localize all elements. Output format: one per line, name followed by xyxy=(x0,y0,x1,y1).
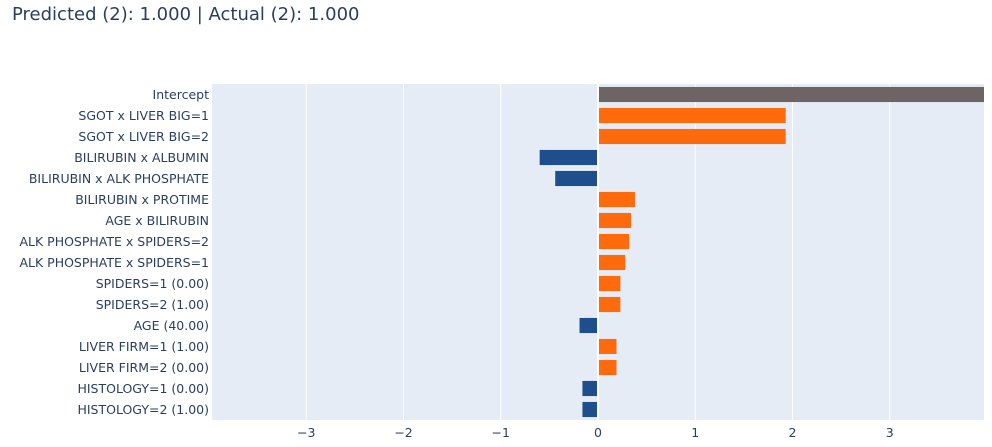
bar xyxy=(599,191,635,208)
y-tick-label: HISTOLOGY=2 (1.00) xyxy=(77,402,209,417)
x-tick-label: −2 xyxy=(394,425,412,440)
y-tick-label: AGE (40.00) xyxy=(134,318,209,333)
bar xyxy=(579,317,597,334)
x-tick-label: −3 xyxy=(297,425,315,440)
x-tick-label: 2 xyxy=(788,425,796,440)
bar xyxy=(582,401,597,418)
bar xyxy=(599,338,617,355)
bar xyxy=(599,107,786,124)
y-tick-label: SGOT x LIVER BIG=2 xyxy=(78,129,209,144)
y-tick-label: BILIRUBIN x PROTIME xyxy=(75,192,209,207)
x-tick-label: 0 xyxy=(594,425,602,440)
y-tick-label: SGOT x LIVER BIG=1 xyxy=(78,108,209,123)
x-tick-label: −1 xyxy=(492,425,510,440)
bar xyxy=(599,233,630,250)
bar xyxy=(599,254,626,271)
bar xyxy=(599,212,632,229)
bar xyxy=(599,128,786,145)
y-tick-label: BILIRUBIN x ALBUMIN xyxy=(74,150,209,165)
bar xyxy=(539,149,597,166)
x-tick-label: 3 xyxy=(886,425,894,440)
y-tick-label: HISTOLOGY=1 (0.00) xyxy=(77,381,209,396)
chart-title: Predicted (2): 1.000 | Actual (2): 1.000 xyxy=(12,4,360,25)
y-tick-label: SPIDERS=1 (0.00) xyxy=(96,276,209,291)
y-tick-label: LIVER FIRM=2 (0.00) xyxy=(79,360,209,375)
y-tick-label: AGE x BILIRUBIN xyxy=(105,213,209,228)
bar xyxy=(599,86,984,103)
bar xyxy=(599,359,617,376)
bar xyxy=(599,275,621,292)
bar xyxy=(599,296,621,313)
bar xyxy=(555,170,597,187)
y-tick-label: BILIRUBIN x ALK PHOSPHATE xyxy=(29,171,209,186)
y-tick-label: LIVER FIRM=1 (1.00) xyxy=(79,339,209,354)
x-tick-label: 1 xyxy=(691,425,699,440)
y-tick-label: Intercept xyxy=(153,87,210,102)
y-tick-label: ALK PHOSPHATE x SPIDERS=2 xyxy=(19,234,209,249)
y-tick-label: ALK PHOSPHATE x SPIDERS=1 xyxy=(19,255,209,270)
bar xyxy=(582,380,597,397)
y-tick-label: SPIDERS=2 (1.00) xyxy=(96,297,209,312)
